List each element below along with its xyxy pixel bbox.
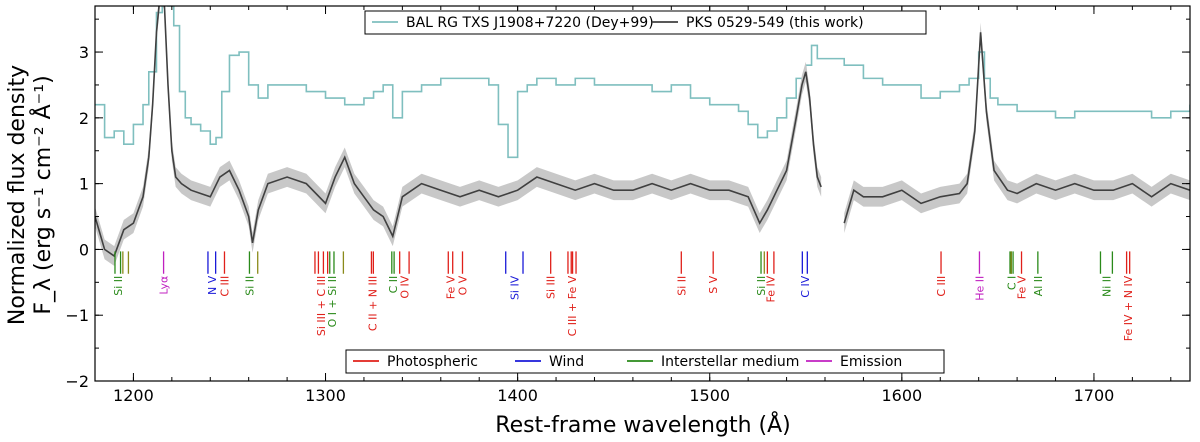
y-tick-label: 1: [79, 175, 89, 194]
y-axis-units: F_λ (erg s⁻¹ cm⁻² Å⁻¹): [29, 75, 56, 314]
line-marker: O IV: [398, 251, 411, 299]
y-tick-label: 3: [79, 43, 89, 62]
marker-label: Lyα: [158, 276, 171, 295]
marker-label: Si II: [243, 276, 256, 296]
line-marker: Si II: [243, 251, 256, 296]
x-tick-label: 1400: [497, 386, 538, 405]
line-marker: Fe IV: [765, 251, 778, 303]
y-tick-label: −2: [65, 372, 89, 391]
marker-label: C III: [218, 276, 231, 297]
line-marker: C III: [218, 251, 231, 297]
x-axis-title: Rest-frame wavelength (Å): [495, 411, 790, 438]
legend-top-label: PKS 0529-549 (this work): [686, 15, 864, 31]
marker-label: Fe IV + N IV: [1122, 275, 1135, 341]
line-marker: Lyα: [158, 251, 171, 295]
marker-label: Si II: [112, 276, 125, 296]
line-marker: N V: [206, 251, 219, 295]
marker-label: Si III: [545, 276, 558, 299]
marker-label: O IV: [398, 275, 411, 298]
x-tick-label: 1700: [1074, 386, 1115, 405]
marker-label: Fe V: [444, 275, 457, 299]
marker-label: He II: [973, 276, 986, 301]
legend-bottom-label: Photospheric: [387, 354, 478, 370]
marker-label: Si III + C III: [315, 276, 328, 336]
line-marker: [122, 251, 130, 274]
line-marker: Si II: [755, 251, 768, 296]
line-marker: He II: [973, 251, 986, 301]
x-tick-label: 1300: [305, 386, 346, 405]
plot-frame: [94, 5, 1191, 382]
y-axis-title: Normalized flux density: [5, 65, 30, 325]
uncertainty-band-1: [95, 6, 822, 266]
plot-clip-group: [95, 6, 1190, 266]
marker-label: O V: [456, 275, 469, 295]
line-marker: Al II: [1032, 251, 1045, 296]
marker-label: C III: [935, 276, 948, 297]
legend-bottom-label: Interstellar medium: [661, 354, 799, 370]
legend-top-label: BAL RG TXS J1908+7220 (Dey+99): [406, 15, 654, 31]
legend-top-box: [364, 10, 927, 35]
marker-label: C I: [1005, 276, 1018, 290]
plot-area: [95, 6, 1190, 266]
line-marker: Si III: [545, 251, 558, 299]
series-line-txs: [95, 6, 1190, 159]
line-marker: Si III + C III: [314, 251, 329, 336]
marker-label: N V: [206, 275, 219, 295]
legend-bottom-label: Wind: [549, 354, 584, 370]
line-marker: O I + Si II: [326, 251, 339, 327]
line-marker: Ni II: [1099, 251, 1113, 297]
line-marker: Si IV: [505, 251, 524, 300]
y-tick-label: 0: [79, 240, 89, 259]
marker-label: Si IV: [508, 275, 521, 300]
legend-bottom-label: Emission: [840, 354, 902, 370]
marker-label: Fe IV: [765, 275, 778, 302]
y-tick-label: −1: [65, 306, 89, 325]
marker-label: Si II: [755, 276, 768, 296]
marker-label: C II: [387, 276, 400, 294]
line-marker: Si II: [112, 251, 125, 296]
line-marker: C IV: [799, 251, 812, 298]
marker-label: Si II: [675, 276, 688, 296]
line-marker: Fe IV + N IV: [1122, 251, 1135, 341]
axes: 1200 1300 1400 1500 1600 1700 −2 −1 0 1 2 3: [65, 5, 1191, 405]
line-marker: C II + N III: [366, 251, 379, 331]
series-line-pks-1: [95, 6, 822, 258]
marker-label: C IV: [799, 275, 812, 297]
marker-label: Al II: [1032, 276, 1045, 297]
x-tick-label: 1600: [881, 386, 922, 405]
line-marker: Si II: [675, 251, 688, 296]
marker-label: C II + N III: [366, 276, 379, 331]
uncertainty-band-2: [844, 22, 1190, 233]
marker-label: C III + Fe V: [566, 275, 579, 336]
marker-label: Fe V: [1016, 275, 1029, 299]
line-marker: S V: [707, 251, 720, 294]
line-marker: C III + Fe V: [566, 251, 579, 336]
line-marker: O V: [456, 251, 469, 295]
x-tick-label: 1200: [113, 386, 154, 405]
legend-bottom: Photospheric Wind Interstellar medium Emiss…: [345, 349, 945, 374]
marker-label: S V: [707, 275, 720, 293]
line-marker: Fe V: [444, 251, 457, 299]
series-line-pks-2: [843, 32, 1190, 224]
x-tick-label: 1500: [689, 386, 730, 405]
legend-top: BAL RG TXS J1908+7220 (Dey+99) PKS 0529-5…: [364, 10, 927, 35]
line-marker: C III: [935, 251, 948, 297]
y-tick-label: 2: [79, 109, 89, 128]
marker-label: O I + Si II: [326, 276, 339, 328]
marker-label: Ni II: [1100, 276, 1113, 297]
line-marker: Fe V: [1016, 251, 1029, 299]
line-marker: C II: [387, 251, 400, 293]
